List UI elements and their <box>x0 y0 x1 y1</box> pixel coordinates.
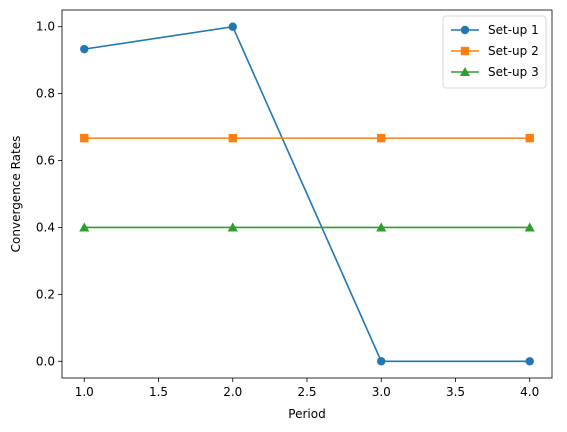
data-point-circle <box>80 44 89 54</box>
data-point-square <box>460 46 470 56</box>
x-tick-label: 3.0 <box>372 385 391 399</box>
series-line <box>84 25 530 363</box>
data-point-circle <box>525 357 534 366</box>
legend-item: Set-up 2 <box>451 44 539 58</box>
data-point-circle <box>228 22 237 31</box>
y-axis: 0.0 0.2 0.4 0.6 0.8 1.0 <box>36 20 62 368</box>
x-tick-label: 3.5 <box>446 385 465 399</box>
y-tick-label: 0.0 <box>36 354 55 368</box>
data-point-triangle <box>459 66 471 77</box>
legend-box <box>442 15 547 89</box>
legend-item: Set-up 1 <box>451 23 539 37</box>
x-tick-label: 1.0 <box>75 385 94 399</box>
data-point-triangle <box>524 222 535 232</box>
data-point-circle <box>460 25 470 35</box>
series-3 <box>79 222 535 232</box>
data-point-square <box>80 133 89 143</box>
y-tick-label: 0.8 <box>36 87 55 101</box>
series-2 <box>80 133 534 143</box>
y-tick-label: 1.0 <box>36 20 55 34</box>
data-point-square <box>377 133 386 143</box>
data-point-triangle <box>79 222 90 232</box>
data-point-square <box>228 133 237 143</box>
data-point-circle <box>377 357 386 366</box>
legend-label: Set-up 1 <box>488 23 539 37</box>
x-axis: 1.0 1.5 2.0 2.5 3.0 3.5 4.0 <box>75 378 539 399</box>
x-tick-label: 2.5 <box>297 385 316 399</box>
data-point-square <box>525 133 534 143</box>
data-point-triangle <box>376 222 387 232</box>
series-1 <box>80 22 534 366</box>
x-tick-label: 1.5 <box>149 385 168 399</box>
legend-label: Set-up 3 <box>488 65 539 79</box>
x-tick-label: 2.0 <box>223 385 242 399</box>
y-tick-label: 0.2 <box>36 287 55 301</box>
x-tick-label: 4.0 <box>520 385 539 399</box>
x-axis-label: Period <box>288 407 325 421</box>
legend: Set-up 1 Set-up 2 Set-up 3 <box>442 15 547 89</box>
y-tick-label: 0.6 <box>36 154 55 168</box>
y-axis-label: Convergence Rates <box>9 136 23 253</box>
legend-item: Set-up 3 <box>451 65 539 79</box>
data-point-triangle <box>227 222 238 232</box>
y-tick-label: 0.4 <box>36 220 55 234</box>
series-layer <box>79 22 535 366</box>
legend-label: Set-up 2 <box>488 44 539 58</box>
